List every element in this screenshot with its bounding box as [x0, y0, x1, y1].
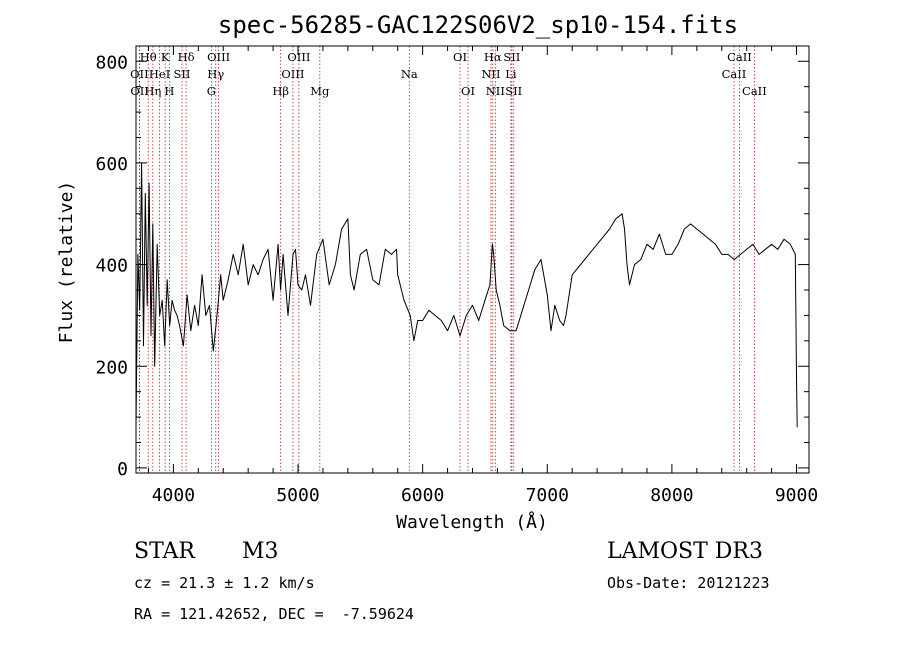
line-marker-label: Hδ	[178, 50, 195, 64]
y-axis: 0 200 400 600 800	[95, 52, 809, 480]
y-axis-label: Flux (relative)	[56, 181, 77, 344]
line-marker-label: OIII	[281, 67, 304, 81]
y-tick-label: 0	[117, 459, 128, 480]
line-marker-label: NII	[481, 67, 500, 81]
redshift-value: cz = 21.3 ± 1.2 km/s	[134, 574, 315, 592]
line-marker-label: Na	[401, 67, 418, 81]
series-group	[135, 162, 798, 428]
line-marker-label: SII	[174, 67, 191, 81]
line-marker-label: CaII	[742, 84, 767, 98]
x-axis: 4000 5000 6000 7000 8000 9000	[147, 46, 818, 506]
x-tick-label: 4000	[152, 485, 195, 506]
x-tick-label: 7000	[526, 485, 569, 506]
x-axis-label: Wavelength (Å)	[396, 511, 548, 533]
line-marker-label: HeI	[149, 67, 170, 81]
line-marker-label: K	[161, 50, 170, 64]
line-marker-label: G	[207, 84, 216, 98]
obs-date: Obs-Date: 20121223	[607, 574, 770, 592]
y-tick-label: 400	[95, 256, 128, 277]
coordinates: RA = 121.42652, DEC = -7.59624	[134, 605, 414, 623]
plot-frame	[135, 45, 810, 474]
object-class: STAR	[134, 539, 195, 564]
line-marker-label: Hγ	[207, 67, 224, 81]
line-marker-label: OI	[461, 84, 475, 98]
line-marker-label: OIII	[207, 50, 230, 64]
line-marker-label: Hβ	[272, 84, 289, 98]
line-marker-label: Li	[505, 67, 517, 81]
line-marker-label: CaII	[727, 50, 752, 64]
y-tick-label: 200	[95, 357, 128, 378]
line-marker-label: SII	[505, 84, 522, 98]
line-marker-label: OII	[130, 84, 149, 98]
object-subclass: M3	[242, 539, 279, 564]
line-markers: HθOIIOIIHηHeIKHSIIHδHγGOIIIHβOIIIOIIIMgN…	[130, 46, 767, 473]
line-marker-label: Hη	[144, 84, 161, 98]
x-tick-label: 9000	[775, 485, 818, 506]
y-tick-label: 600	[95, 154, 128, 175]
x-tick-label: 8000	[650, 485, 693, 506]
survey-name: LAMOST DR3	[607, 539, 763, 564]
chart-title: spec-56285-GAC122S06V2_sp10-154.fits	[218, 11, 738, 39]
line-marker-label: H	[164, 84, 174, 98]
line-marker-label: Hθ	[140, 50, 157, 64]
y-tick-label: 800	[95, 52, 128, 73]
line-marker-label: CaII	[722, 67, 747, 81]
x-tick-label: 5000	[276, 485, 319, 506]
spectrum-line	[135, 162, 798, 428]
line-marker-label: Mg	[310, 84, 330, 98]
line-marker-label: SII	[503, 50, 520, 64]
x-tick-label: 6000	[401, 485, 444, 506]
line-marker-label: NII	[486, 84, 505, 98]
line-marker-label: Hα	[484, 50, 502, 64]
line-marker-label: OI	[453, 50, 467, 64]
line-marker-label: OIII	[287, 50, 310, 64]
